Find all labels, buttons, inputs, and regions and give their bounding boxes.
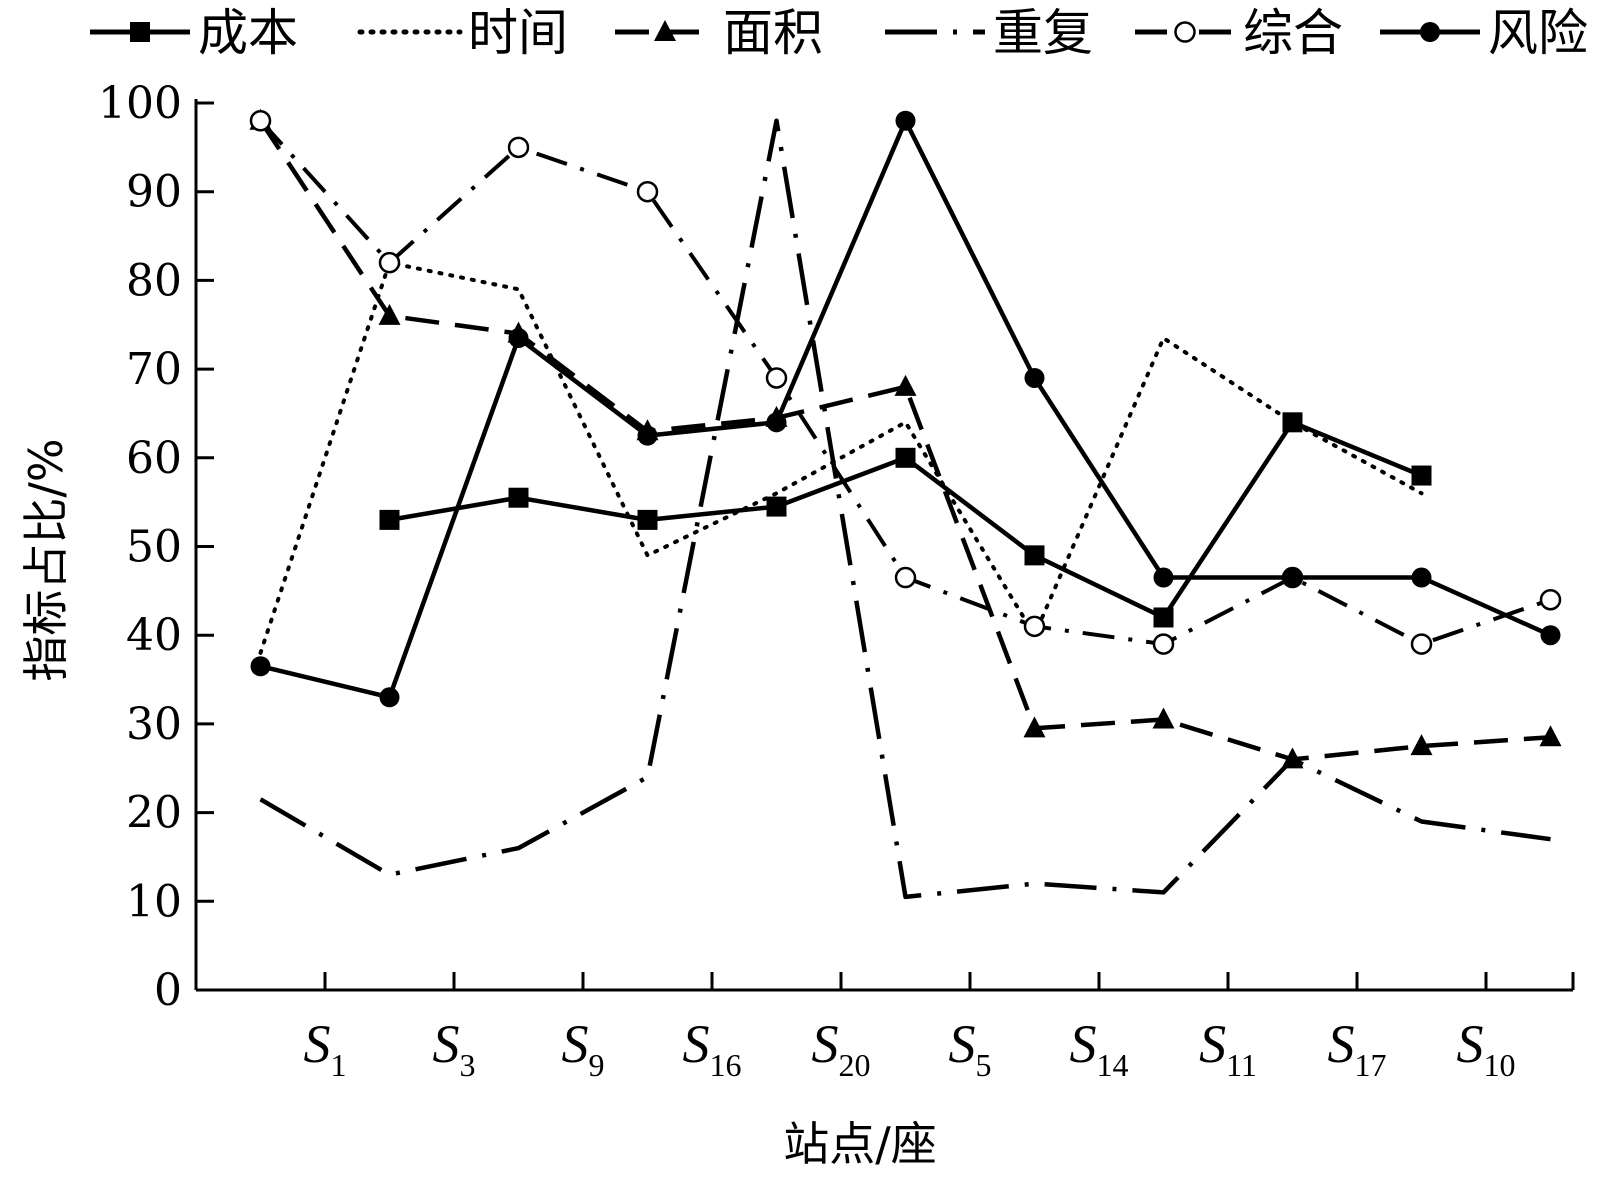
x-tick-label: S11 [1199, 1014, 1257, 1083]
legend-entry: 时间 [357, 4, 568, 62]
data-point [765, 367, 788, 389]
legend-marker [654, 20, 676, 41]
legend-entry: 成本 [90, 4, 298, 62]
series-line [259, 118, 1551, 900]
x-tick-label: S5 [949, 1014, 992, 1083]
series-layer [249, 108, 1562, 900]
data-point [766, 496, 787, 517]
y-tick-label: 0 [154, 965, 182, 1016]
y-tick-label: 70 [126, 344, 182, 395]
data-point [1023, 716, 1046, 738]
series-line [258, 260, 1424, 655]
data-point [1411, 465, 1432, 486]
x-tick-label: S14 [1070, 1014, 1129, 1083]
data-point [379, 687, 400, 708]
data-point [508, 328, 529, 349]
data-point [507, 136, 530, 159]
series-3 [249, 108, 1562, 769]
x-tick-label: S10 [1457, 1014, 1516, 1083]
x-tick-label: S16 [683, 1014, 742, 1083]
series-2 [258, 260, 1424, 655]
data-point [1540, 625, 1561, 646]
data-point [1539, 588, 1562, 611]
y-axis-title: 指标占比/% [19, 438, 73, 681]
y-tick-label: 80 [126, 255, 182, 306]
legend-label: 面积 [723, 4, 823, 62]
data-point [1153, 607, 1174, 628]
legend-entry: 综合 [1135, 4, 1343, 62]
data-point [1152, 633, 1175, 655]
y-tick-label: 60 [126, 433, 182, 484]
x-tick-label: S1 [304, 1014, 347, 1083]
data-point [1282, 567, 1303, 588]
legend-marker [1420, 22, 1440, 42]
series-6 [250, 110, 1561, 708]
legend-entry: 面积 [615, 4, 823, 62]
data-point [378, 303, 401, 325]
data-point [508, 487, 529, 508]
data-point [1539, 725, 1562, 747]
legend-entry: 重复 [885, 4, 1093, 62]
data-point [1410, 633, 1433, 655]
x-axis-title: 站点/座 [783, 1117, 937, 1171]
x-tick-label: S9 [562, 1014, 605, 1083]
data-point [1024, 545, 1045, 566]
data-point [636, 180, 659, 203]
data-point [378, 251, 401, 274]
data-point [637, 425, 658, 446]
axes: 0 10 20 30 40 50 60 70 80 90 100 S1 S3 S9 S16 S20 S5 S14 S… [98, 78, 1575, 1083]
data-point [895, 447, 916, 468]
data-point [1153, 567, 1174, 588]
legend-marker [1174, 21, 1196, 43]
legend-label: 风险 [1488, 4, 1588, 62]
data-point [894, 566, 917, 589]
data-point [1410, 734, 1433, 756]
data-point [637, 509, 658, 530]
legend-label: 重复 [993, 4, 1093, 62]
legend-label: 综合 [1243, 4, 1343, 62]
legend-marker [130, 22, 150, 42]
x-tick-label: S17 [1328, 1014, 1387, 1083]
data-point [895, 110, 916, 131]
legend-label: 成本 [198, 4, 298, 62]
x-tick-label: S3 [433, 1014, 476, 1083]
data-point [894, 374, 917, 396]
legend-entry: 风险 [1380, 4, 1588, 62]
data-point [249, 109, 272, 132]
data-point [379, 509, 400, 530]
data-point [1024, 367, 1045, 388]
series-1 [379, 412, 1432, 628]
x-tick-label: S20 [812, 1014, 871, 1083]
data-point [1152, 707, 1175, 729]
legend: 成本 时间 面积 重复 综合 风险 [90, 4, 1588, 62]
legend-label: 时间 [468, 4, 568, 62]
data-point [1411, 567, 1432, 588]
series-4 [259, 118, 1551, 900]
data-point [250, 656, 271, 677]
data-point [1023, 615, 1046, 638]
y-tick-label: 40 [126, 610, 182, 661]
y-tick-label: 30 [126, 699, 182, 750]
y-tick-label: 20 [126, 788, 182, 839]
data-point [766, 412, 787, 433]
y-tick-label: 90 [126, 167, 182, 218]
y-tick-label: 10 [126, 876, 182, 927]
y-tick-label: 50 [126, 522, 182, 573]
series-line [258, 119, 1551, 762]
data-point [1282, 412, 1303, 433]
y-tick-label: 100 [98, 78, 182, 129]
